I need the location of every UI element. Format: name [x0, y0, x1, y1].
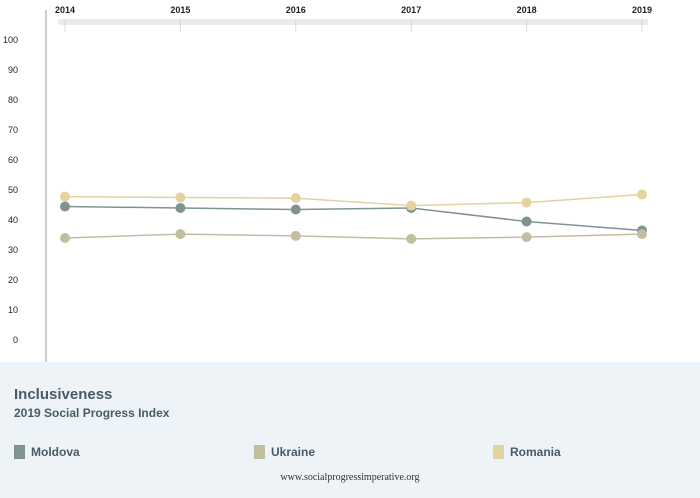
- legend-item-moldova[interactable]: Moldova: [14, 444, 80, 460]
- legend-label-romania: Romania: [510, 445, 561, 459]
- legend-swatch-moldova: [14, 445, 25, 459]
- y-axis-ticks: 0 10 20 30 40 50 60 70 80 90 100: [3, 35, 18, 345]
- data-point-ukraine[interactable]: [521, 232, 532, 243]
- y-tick-label: 20: [8, 275, 18, 285]
- data-point-moldova[interactable]: [175, 203, 186, 213]
- x-tick-label: 2016: [286, 5, 306, 15]
- legend-item-ukraine[interactable]: Ukraine: [254, 444, 315, 460]
- series-group: [60, 189, 647, 244]
- x-axis-band: [58, 19, 648, 25]
- data-point-moldova[interactable]: [60, 201, 70, 212]
- chart-info-panel: Inclusiveness 2019 Social Progress Index…: [0, 362, 700, 498]
- y-tick-label: 0: [13, 335, 18, 345]
- x-tick-label: 2014: [55, 5, 75, 15]
- series-line-ukraine: [64, 233, 643, 240]
- legend-item-romania[interactable]: Romania: [493, 444, 561, 460]
- y-tick-label: 40: [8, 215, 18, 225]
- x-tick-label: 2017: [401, 5, 421, 15]
- data-point-romania[interactable]: [637, 189, 647, 200]
- legend-swatch-ukraine: [254, 445, 265, 459]
- chart-subtitle: 2019 Social Progress Index: [14, 406, 170, 420]
- y-tick-label: 100: [3, 35, 18, 45]
- chart-title: Inclusiveness: [14, 386, 113, 403]
- x-tick-label: 2015: [170, 5, 190, 15]
- series-line-moldova: [64, 205, 643, 232]
- y-tick-label: 50: [8, 185, 18, 195]
- y-tick-label: 10: [8, 305, 18, 315]
- data-point-ukraine[interactable]: [637, 229, 647, 240]
- y-tick-label: 90: [8, 65, 18, 75]
- data-point-romania[interactable]: [406, 200, 417, 211]
- data-point-ukraine[interactable]: [290, 230, 301, 241]
- y-tick-label: 70: [8, 125, 18, 135]
- x-tick-label: 2018: [517, 5, 537, 15]
- data-point-romania[interactable]: [290, 193, 301, 204]
- x-axis-labels: 2014 2015 2016 2017 2018 2019: [55, 5, 652, 15]
- data-point-ukraine[interactable]: [406, 233, 417, 244]
- y-tick-label: 60: [8, 155, 18, 165]
- x-axis-ticks: [64, 19, 643, 32]
- y-tick-label: 30: [8, 245, 18, 255]
- legend-swatch-romania: [493, 445, 504, 459]
- data-point-romania[interactable]: [60, 191, 70, 202]
- data-point-romania[interactable]: [521, 197, 532, 208]
- data-point-ukraine[interactable]: [60, 233, 70, 243]
- data-point-romania[interactable]: [175, 192, 186, 203]
- source-link[interactable]: www.socialprogressimperative.org: [280, 472, 420, 483]
- data-point-ukraine[interactable]: [175, 229, 186, 240]
- data-point-moldova[interactable]: [521, 216, 532, 227]
- data-point-moldova[interactable]: [290, 204, 301, 215]
- series-line-romania: [64, 193, 643, 207]
- y-tick-label: 80: [8, 95, 18, 105]
- x-tick-label: 2019: [632, 5, 652, 15]
- legend-label-moldova: Moldova: [31, 445, 80, 459]
- legend-label-ukraine: Ukraine: [271, 445, 316, 459]
